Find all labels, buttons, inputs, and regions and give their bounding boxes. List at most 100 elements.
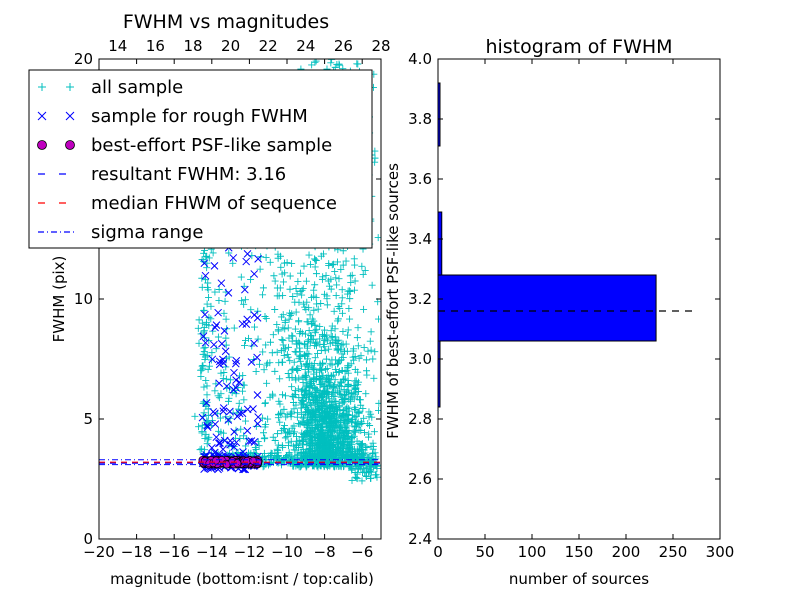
all-sample-point xyxy=(281,319,289,327)
all-sample-point xyxy=(318,449,326,457)
all-sample-point xyxy=(307,331,315,339)
all-sample-point xyxy=(315,439,323,447)
all-sample-point xyxy=(307,427,315,435)
rough-sample-point xyxy=(254,255,262,263)
all-sample-point xyxy=(198,421,206,429)
all-sample-point xyxy=(355,426,363,434)
all-sample-point xyxy=(261,400,269,408)
all-sample-point xyxy=(311,416,319,424)
x-tick-label: 300 xyxy=(706,543,735,561)
all-sample-point xyxy=(329,420,337,428)
all-sample-point xyxy=(366,337,374,345)
all-sample-point xyxy=(299,398,307,406)
legend-label: resultant FWHM: 3.16 xyxy=(91,164,286,185)
all-sample-point xyxy=(316,323,324,331)
all-sample-point xyxy=(222,375,230,383)
all-sample-point xyxy=(306,311,314,319)
rough-sample-point xyxy=(214,439,223,448)
rough-sample-point xyxy=(220,326,229,335)
all-sample-point xyxy=(284,353,292,361)
all-sample-point xyxy=(327,451,335,459)
all-sample-point xyxy=(266,338,274,346)
all-sample-point xyxy=(298,454,306,462)
rough-sample-point xyxy=(235,378,244,387)
all-sample-point xyxy=(366,468,374,476)
all-sample-point xyxy=(339,340,347,348)
all-sample-point xyxy=(325,379,333,387)
x-tick-label: 200 xyxy=(612,543,641,561)
all-sample-point xyxy=(303,298,311,306)
all-sample-point xyxy=(315,409,323,417)
all-sample-point xyxy=(280,352,288,360)
all-sample-point xyxy=(261,423,269,431)
all-sample-point xyxy=(285,315,293,323)
all-sample-point xyxy=(204,279,212,287)
all-sample-point xyxy=(200,344,208,352)
all-sample-point xyxy=(255,442,263,450)
x-tick-label: −20 xyxy=(83,543,115,561)
all-sample-point xyxy=(312,270,320,278)
all-sample-point xyxy=(296,420,304,428)
all-sample-point xyxy=(274,250,282,258)
all-sample-point xyxy=(289,332,297,340)
all-sample-point xyxy=(299,414,307,422)
all-sample-point xyxy=(328,332,336,340)
rough-sample-point xyxy=(243,426,252,435)
all-sample-point xyxy=(311,321,319,329)
all-sample-point xyxy=(314,350,322,358)
all-sample-point xyxy=(360,414,368,422)
all-sample-point xyxy=(198,427,206,435)
all-sample-point xyxy=(345,407,353,415)
all-sample-point xyxy=(240,432,248,440)
all-sample-point xyxy=(304,423,312,431)
rough-sample-point xyxy=(233,412,242,421)
x-tick-label: 250 xyxy=(659,543,688,561)
legend-label: sample for rough FWHM xyxy=(91,106,308,127)
all-sample-point xyxy=(336,451,344,459)
all-sample-point xyxy=(274,326,282,334)
all-sample-point xyxy=(278,336,286,344)
all-sample-point xyxy=(335,60,343,68)
all-sample-point xyxy=(204,286,212,294)
all-sample-point xyxy=(279,443,287,451)
all-sample-point xyxy=(371,147,379,155)
rough-sample-point xyxy=(198,413,207,422)
all-sample-point xyxy=(336,304,344,312)
all-sample-point xyxy=(331,409,339,417)
all-sample-point xyxy=(298,410,306,418)
all-sample-point xyxy=(195,339,203,347)
all-sample-point xyxy=(339,409,347,417)
all-sample-point xyxy=(200,383,208,391)
all-sample-point xyxy=(365,408,373,416)
all-sample-point xyxy=(332,368,340,376)
all-sample-point xyxy=(204,435,212,443)
all-sample-point xyxy=(198,283,206,291)
all-sample-point xyxy=(252,422,260,430)
all-sample-point xyxy=(358,262,366,270)
top-x-tick-label: 24 xyxy=(296,37,315,55)
all-sample-point xyxy=(288,259,296,267)
all-sample-point xyxy=(343,347,351,355)
y-tick-label: 3.0 xyxy=(408,350,432,368)
all-sample-point xyxy=(346,438,354,446)
rough-sample-point xyxy=(226,407,234,416)
all-sample-point xyxy=(302,448,310,456)
all-sample-point xyxy=(295,374,303,382)
rough-sample-point xyxy=(250,270,259,278)
all-sample-point xyxy=(306,376,314,384)
all-sample-point xyxy=(202,253,210,261)
all-sample-point xyxy=(276,375,284,383)
all-sample-point xyxy=(310,286,318,294)
all-sample-point xyxy=(354,464,362,472)
all-sample-point xyxy=(271,305,279,313)
rough-sample-point xyxy=(218,339,226,348)
all-sample-point xyxy=(318,401,326,409)
all-sample-point xyxy=(278,457,286,465)
all-sample-point xyxy=(220,429,228,437)
all-sample-point xyxy=(203,382,211,390)
rough-sample-point xyxy=(243,405,252,414)
all-sample-point xyxy=(305,251,313,259)
all-sample-point xyxy=(336,422,344,430)
all-sample-point xyxy=(353,470,361,478)
all-sample-point xyxy=(351,261,359,269)
